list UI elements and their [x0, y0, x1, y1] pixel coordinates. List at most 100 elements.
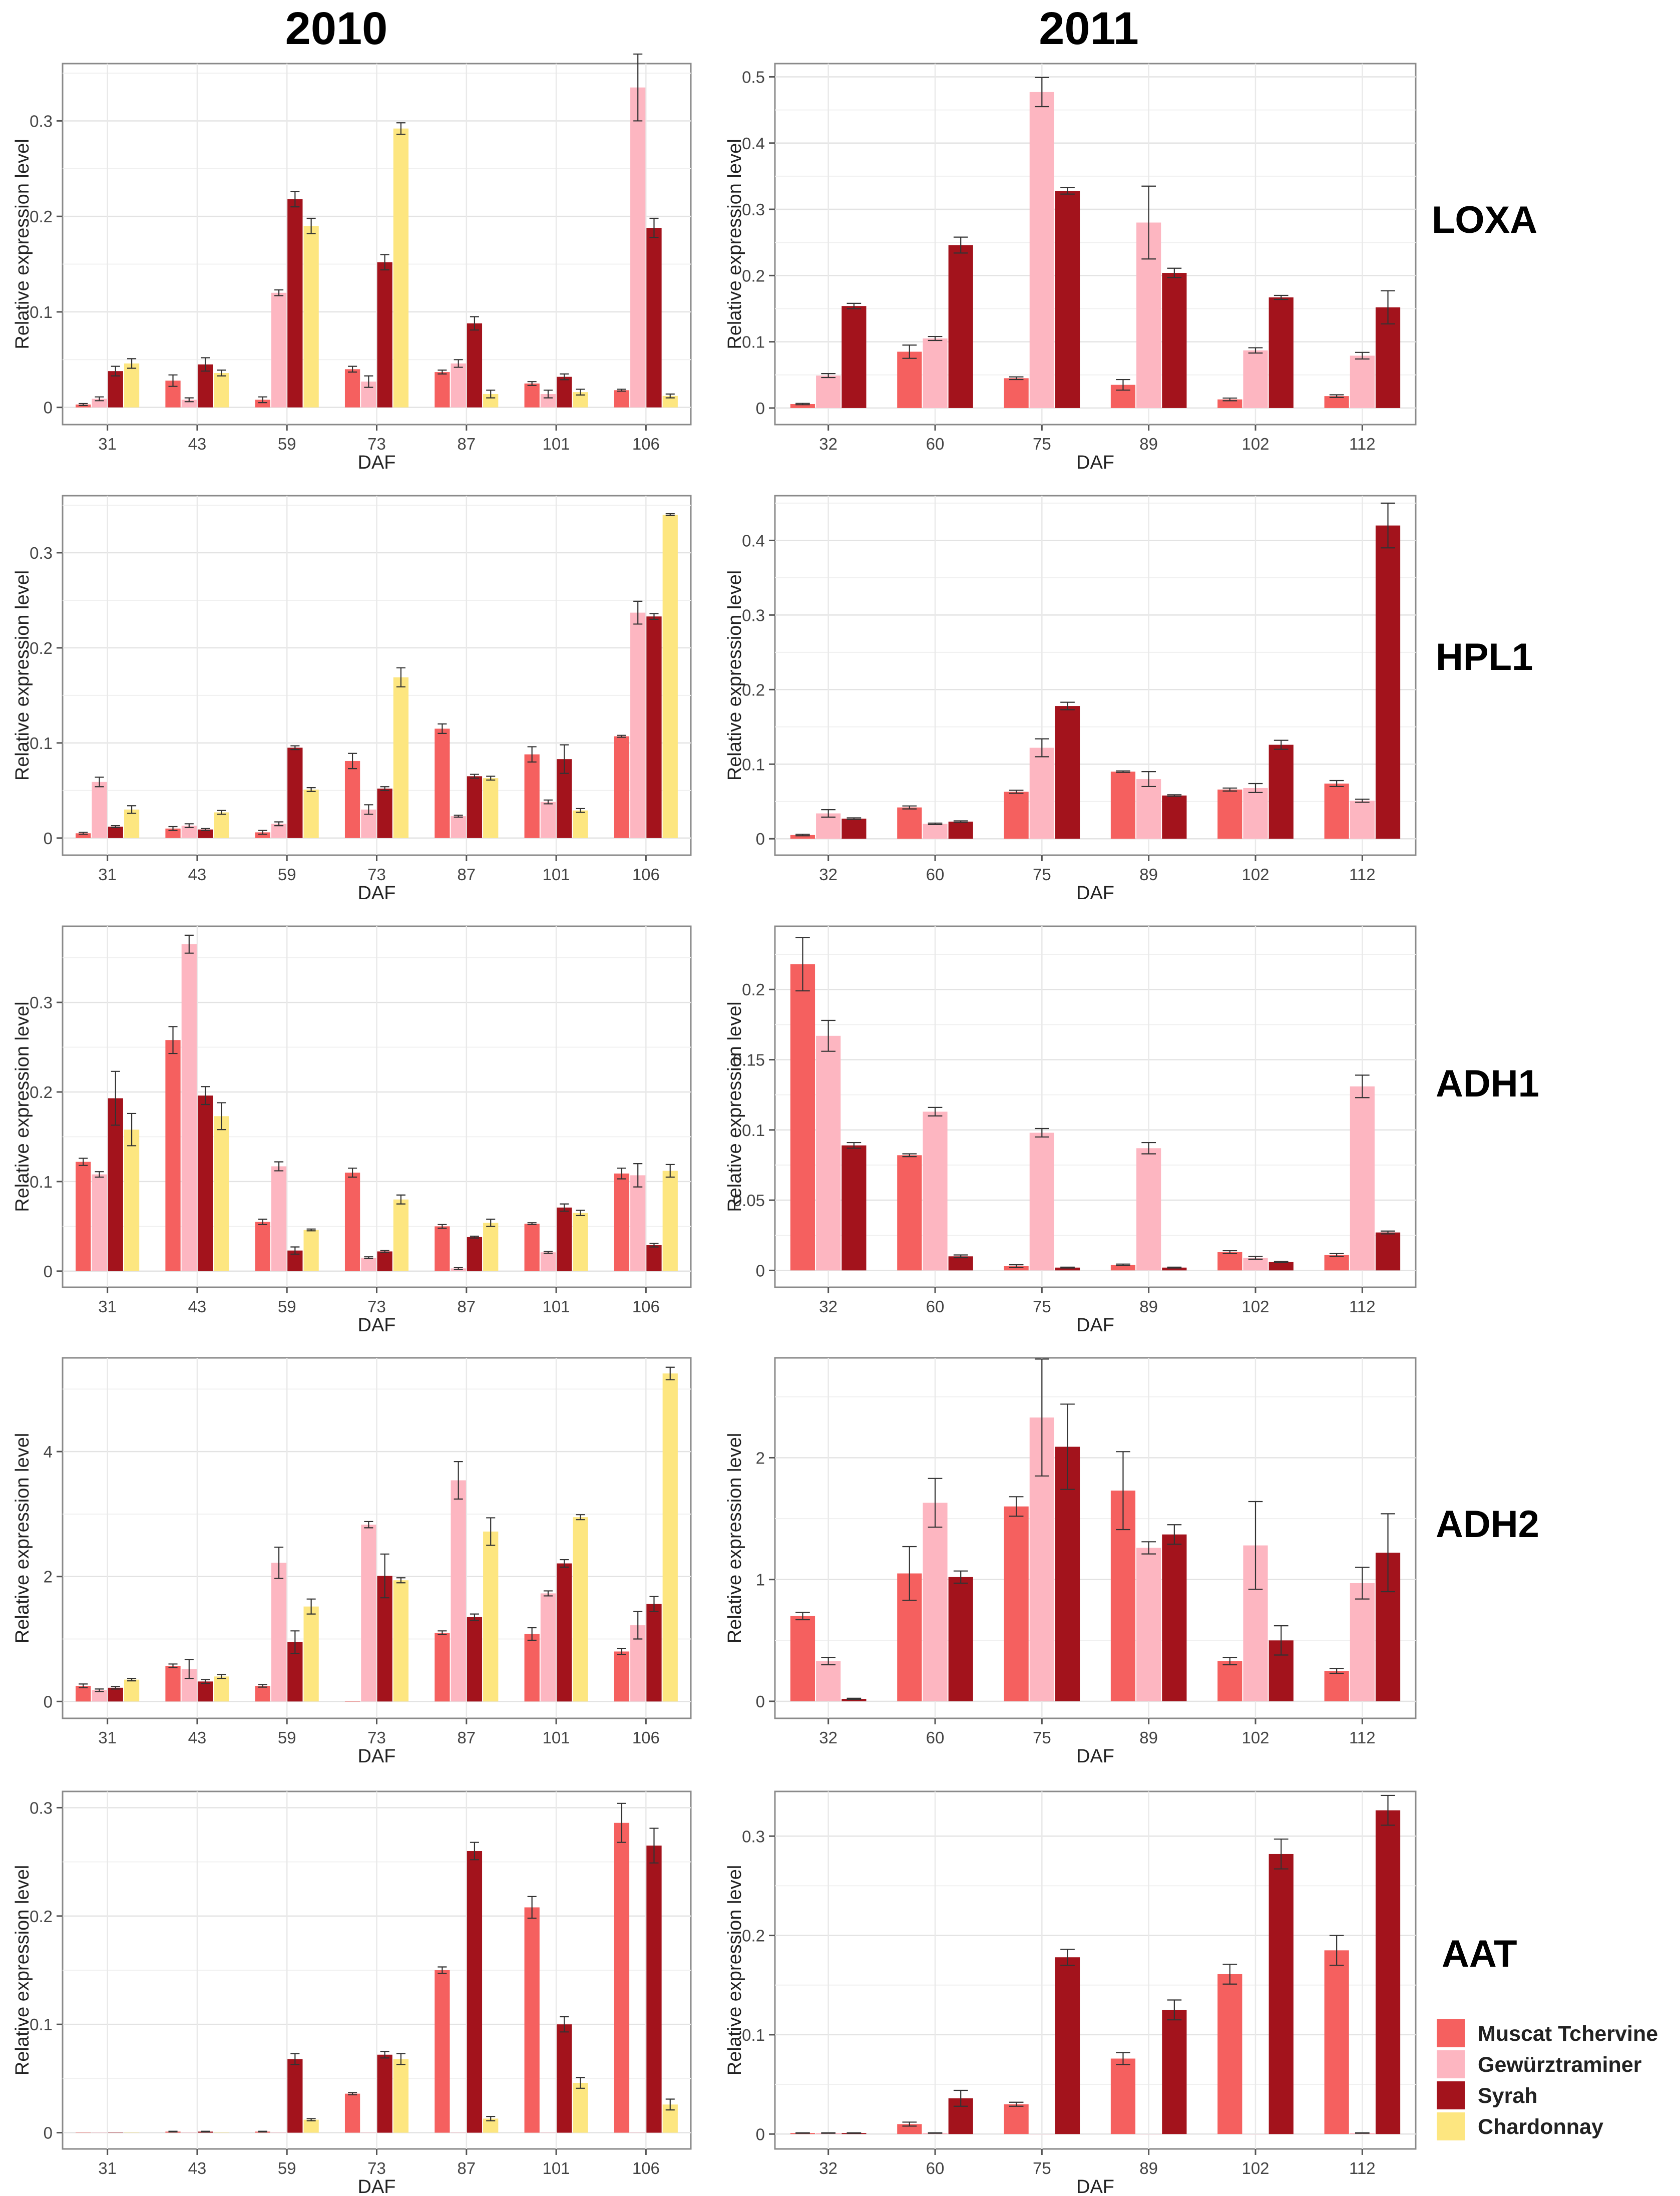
bar-muscat-tchervine-43 — [165, 1666, 181, 1702]
bar-chardonnay-43 — [214, 812, 229, 838]
bar-syrah-75 — [1055, 1957, 1080, 2134]
bar-syrah-43 — [197, 1681, 213, 1702]
bar-syrah-102 — [1269, 1854, 1294, 2134]
y-tick-label: 0.05 — [733, 1191, 765, 1210]
y-axis-title: Relative expression level — [724, 139, 745, 349]
x-tick-label: 59 — [278, 2159, 296, 2177]
x-tick-label: 101 — [543, 865, 570, 884]
bar-syrah-59 — [287, 199, 303, 408]
bar-muscat-tchervine-101 — [524, 1223, 540, 1271]
bar-muscat-tchervine-87 — [435, 728, 450, 838]
bar-syrah-106 — [646, 228, 662, 408]
bar-muscat-tchervine-89 — [1110, 2058, 1136, 2134]
x-tick-label: 32 — [819, 1728, 837, 1747]
bar-chardonnay-31 — [124, 1130, 140, 1271]
y-tick-label: 0 — [44, 829, 53, 848]
bar-syrah-106 — [646, 1846, 662, 2133]
bar-gew-rztraminer-106 — [630, 87, 646, 408]
x-tick-label: 75 — [1033, 435, 1051, 453]
gene-label-aat: AAT — [1442, 1933, 1517, 1975]
y-tick-label: 0.2 — [742, 1927, 765, 1945]
y-tick-label: 0.3 — [742, 200, 765, 219]
y-tick-label: 0.4 — [742, 134, 765, 153]
bar-chardonnay-59 — [303, 1230, 319, 1271]
x-tick-label: 102 — [1241, 1728, 1269, 1747]
bar-gew-rztraminer-31 — [92, 782, 107, 838]
bar-muscat-tchervine-102 — [1217, 1252, 1242, 1271]
bar-syrah-73 — [377, 262, 392, 408]
x-tick-label: 32 — [819, 865, 837, 884]
bar-chardonnay-59 — [303, 1606, 319, 1702]
y-tick-label: 0.1 — [742, 2026, 765, 2044]
bar-syrah-59 — [287, 748, 303, 838]
panel-frame — [774, 1790, 1417, 2150]
bar-syrah-31 — [108, 827, 123, 838]
bar-gew-rztraminer-75 — [1029, 92, 1054, 408]
y-axis-title: Relative expression level — [12, 1865, 33, 2075]
legend-label-gewurztraminer: Gewürztraminer — [1478, 2053, 1642, 2077]
bar-muscat-tchervine-59 — [255, 400, 270, 408]
bar-muscat-tchervine-102 — [1217, 789, 1242, 839]
bar-chardonnay-87 — [483, 778, 499, 838]
bar-gew-rztraminer-87 — [451, 363, 466, 408]
bar-syrah-106 — [646, 1604, 662, 1702]
x-tick-label: 75 — [1033, 865, 1051, 884]
bar-muscat-tchervine-101 — [524, 383, 540, 408]
bar-syrah-106 — [646, 616, 662, 838]
x-tick-label: 60 — [926, 1728, 945, 1747]
y-axis-title: Relative expression level — [12, 1001, 33, 1212]
x-tick-label: 75 — [1033, 1728, 1051, 1747]
panel-frame — [774, 1357, 1417, 1719]
bar-syrah-31 — [108, 1687, 123, 1702]
x-axis-title: DAF — [358, 1746, 396, 1767]
x-tick-label: 32 — [819, 435, 837, 453]
bar-chardonnay-73 — [393, 1580, 409, 1702]
x-tick-label: 101 — [543, 1297, 570, 1316]
x-tick-label: 106 — [632, 2159, 660, 2177]
x-axis-title: DAF — [1076, 1746, 1114, 1767]
bar-syrah-102 — [1269, 297, 1294, 408]
x-tick-label: 31 — [98, 1728, 117, 1747]
bar-muscat-tchervine-60 — [897, 351, 922, 408]
year-title-2010: 2010 — [285, 3, 388, 54]
y-tick-label: 0.3 — [30, 1798, 53, 1817]
bar-syrah-43 — [197, 829, 213, 838]
bar-gew-rztraminer-32 — [816, 376, 841, 408]
y-tick-label: 0 — [44, 1692, 53, 1711]
bar-chardonnay-73 — [393, 2059, 409, 2133]
bar-chardonnay-59 — [303, 226, 319, 408]
y-tick-label: 0.3 — [742, 1827, 765, 1846]
bar-syrah-75 — [1055, 191, 1080, 408]
y-tick-label: 0.4 — [742, 531, 765, 550]
bar-syrah-101 — [557, 2024, 572, 2133]
bar-chardonnay-31 — [124, 363, 140, 408]
bar-muscat-tchervine-59 — [255, 832, 270, 838]
bar-gew-rztraminer-112 — [1350, 355, 1375, 408]
y-tick-label: 0.1 — [742, 1121, 765, 1140]
gene-label-adh2: ADH2 — [1436, 1503, 1539, 1546]
x-tick-label: 106 — [632, 435, 660, 453]
bar-gew-rztraminer-89 — [1136, 1148, 1161, 1271]
bar-syrah-32 — [842, 819, 867, 839]
x-tick-label: 31 — [98, 865, 117, 884]
panel-frame — [774, 925, 1417, 1288]
y-tick-label: 4 — [44, 1442, 53, 1461]
x-tick-label: 59 — [278, 865, 296, 884]
x-tick-label: 73 — [367, 1297, 386, 1316]
x-axis-title: DAF — [1076, 883, 1114, 904]
bar-chardonnay-87 — [483, 1223, 499, 1271]
bar-muscat-tchervine-89 — [1110, 772, 1136, 839]
legend-label-chardonnay: Chardonnay — [1478, 2115, 1603, 2139]
y-tick-label: 0.3 — [30, 544, 53, 562]
bar-gew-rztraminer-112 — [1350, 1086, 1375, 1271]
bar-muscat-tchervine-60 — [897, 807, 922, 839]
x-tick-label: 59 — [278, 1728, 296, 1747]
bar-gew-rztraminer-59 — [271, 1166, 287, 1271]
bar-muscat-tchervine-59 — [255, 1686, 270, 1702]
bar-gew-rztraminer-60 — [923, 338, 948, 408]
bar-muscat-tchervine-59 — [255, 1222, 270, 1271]
legend-label-muscat: Muscat Tchervine — [1478, 2022, 1658, 2046]
bar-syrah-102 — [1269, 745, 1294, 839]
panel-frame — [774, 63, 1417, 426]
